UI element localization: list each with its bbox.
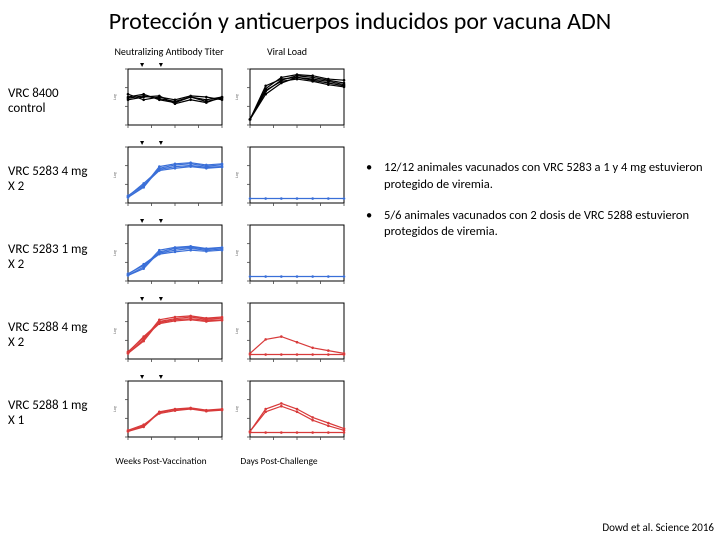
chart-rows: Log Log Log Log Log Log Log Log Log Log [110, 63, 350, 453]
content-area: VRC 8400controlVRC 5283 4 mgX 2VRC 5283 … [0, 41, 720, 457]
row-label: VRC 5283 1 mgX 2 [8, 219, 110, 297]
row-label-a: VRC 5288 1 mg [8, 399, 88, 414]
chart-row: Log Log [110, 375, 350, 453]
row-label: VRC 5283 4 mgX 2 [8, 141, 110, 219]
x-axis-labels: Weeks Post-Vaccination Days Post-Challen… [102, 455, 342, 467]
row-label: VRC 5288 1 mgX 1 [8, 375, 110, 453]
x-axis-right: Days Post-Challenge [220, 455, 338, 467]
svg-text:Log: Log [235, 94, 240, 100]
row-labels-column: VRC 8400controlVRC 5283 4 mgX 2VRC 5283 … [8, 45, 110, 453]
mini-chart: Log [232, 297, 350, 371]
chart-row: Log Log [110, 63, 350, 141]
bullet-dot-icon: • [366, 160, 384, 194]
mini-chart: Log [110, 141, 228, 215]
column-headers: Neutralizing Antibody Titer Viral Load [110, 45, 350, 63]
mini-chart: Log [232, 219, 350, 293]
svg-text:Log: Log [113, 172, 118, 178]
load-chart: Log [232, 375, 350, 449]
row-label-b: control [8, 102, 59, 117]
mini-chart: Log [110, 297, 228, 371]
row-label-b: X 2 [8, 180, 88, 195]
col-header-load: Viral Load [228, 45, 346, 63]
svg-text:Log: Log [235, 250, 240, 256]
svg-text:Log: Log [113, 328, 118, 334]
chart-row: Log Log [110, 141, 350, 219]
titer-chart: Log [110, 141, 228, 215]
load-chart: Log [232, 297, 350, 371]
svg-text:Log: Log [113, 94, 118, 100]
svg-text:Log: Log [235, 172, 240, 178]
mini-chart: Log [232, 375, 350, 449]
bullet-list: •12/12 animales vacunados con VRC 5283 a… [350, 45, 712, 453]
bullet-item: •12/12 animales vacunados con VRC 5283 a… [366, 160, 706, 194]
chart-grid: Neutralizing Antibody Titer Viral Load L… [110, 45, 350, 453]
bullet-dot-icon: • [366, 208, 384, 242]
row-label-b: X 2 [8, 258, 88, 273]
chart-row: Log Log [110, 219, 350, 297]
citation: Dowd et al. Science 2016 [602, 521, 714, 534]
bullet-text: 5/6 animales vacunados con 2 dosis de VR… [384, 208, 706, 242]
row-label-b: X 1 [8, 414, 88, 429]
row-label-a: VRC 5283 4 mg [8, 165, 88, 180]
svg-text:Log: Log [235, 406, 240, 412]
titer-chart: Log [110, 297, 228, 371]
row-label-a: VRC 5283 1 mg [8, 243, 88, 258]
titer-chart: Log [110, 63, 228, 137]
x-axis-left: Weeks Post-Vaccination [102, 455, 220, 467]
row-label-a: VRC 8400 [8, 87, 59, 102]
svg-text:Log: Log [235, 328, 240, 334]
svg-text:Log: Log [113, 406, 118, 412]
bullet-text: 12/12 animales vacunados con VRC 5283 a … [384, 160, 706, 194]
row-label-a: VRC 5288 4 mg [8, 321, 88, 336]
row-label: VRC 5288 4 mgX 2 [8, 297, 110, 375]
svg-text:Log: Log [113, 250, 118, 256]
load-chart: Log [232, 63, 350, 137]
row-label: VRC 8400control [8, 63, 110, 141]
load-chart: Log [232, 219, 350, 293]
mini-chart: Log [110, 219, 228, 293]
row-label-b: X 2 [8, 336, 88, 351]
mini-chart: Log [232, 63, 350, 137]
bullet-item: •5/6 animales vacunados con 2 dosis de V… [366, 208, 706, 242]
titer-chart: Log [110, 219, 228, 293]
col-header-titer: Neutralizing Antibody Titer [110, 45, 228, 63]
titer-chart: Log [110, 375, 228, 449]
mini-chart: Log [110, 375, 228, 449]
mini-chart: Log [232, 141, 350, 215]
load-chart: Log [232, 141, 350, 215]
mini-chart: Log [110, 63, 228, 137]
chart-row: Log Log [110, 297, 350, 375]
page-title: Protección y anticuerpos inducidos por v… [0, 0, 720, 41]
